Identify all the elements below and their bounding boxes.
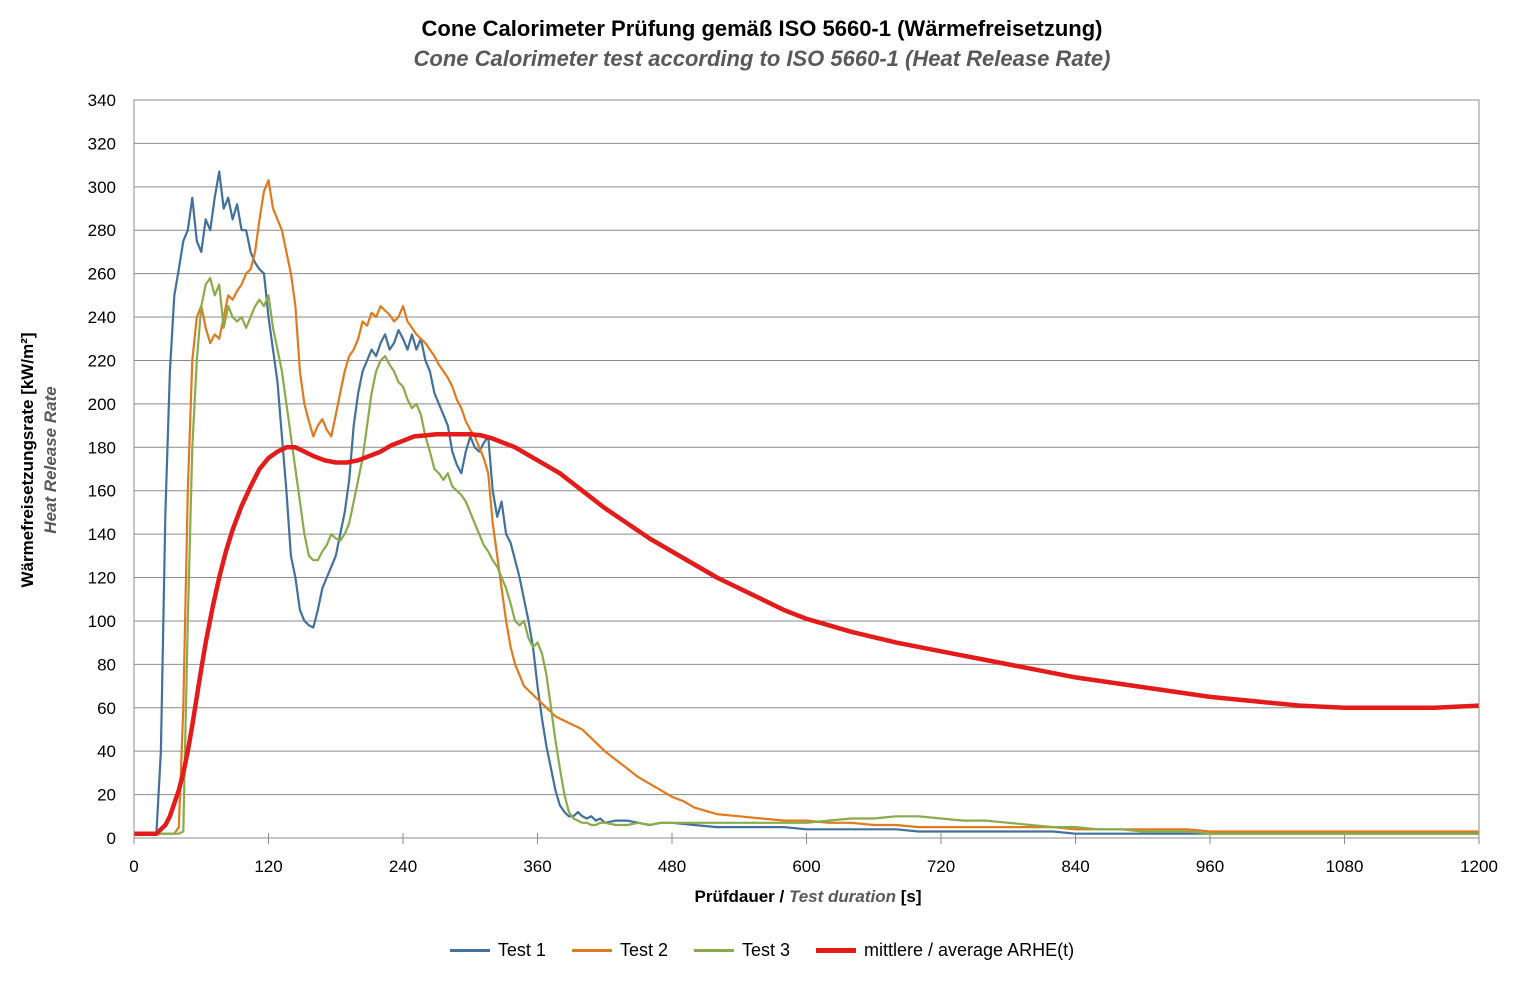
y-tick-label: 220 bbox=[88, 351, 116, 370]
y-tick-label: 120 bbox=[88, 569, 116, 588]
x-tick-label: 840 bbox=[1061, 857, 1089, 876]
y-tick-label: 260 bbox=[88, 265, 116, 284]
series-line-test-1 bbox=[134, 170, 1479, 835]
y-tick-label: 340 bbox=[88, 91, 116, 110]
series-line-test-2 bbox=[134, 179, 1479, 835]
x-tick-label: 120 bbox=[254, 857, 282, 876]
series-line-average bbox=[134, 432, 1480, 836]
y-tick-label: 0 bbox=[107, 829, 116, 848]
y-tick-label: 320 bbox=[88, 134, 116, 153]
legend-item-test-1: Test 1 bbox=[449, 940, 546, 961]
y-tick-label: 180 bbox=[88, 438, 116, 457]
y-tick-label: 280 bbox=[88, 221, 116, 240]
y-tick-label: 60 bbox=[97, 699, 116, 718]
y-tick-label: 160 bbox=[88, 482, 116, 501]
y-axis-label-italic: Heat Release Rate bbox=[41, 386, 60, 533]
y-tick-label: 140 bbox=[88, 525, 116, 544]
y-tick-label: 100 bbox=[88, 612, 116, 631]
legend-item-test-3: Test 3 bbox=[693, 940, 790, 961]
y-tick-label: 80 bbox=[97, 655, 116, 674]
x-axis-label: Prüfdauer / Test duration [s] bbox=[694, 887, 921, 906]
x-tick-label: 240 bbox=[389, 857, 417, 876]
legend-label: Test 1 bbox=[497, 940, 546, 960]
y-axis-ticks: 0 20 40 60 80 100 120 140 160 180 200 220 240 260 280 3… bbox=[88, 91, 116, 848]
legend-swatch bbox=[571, 949, 612, 952]
y-tick-label: 40 bbox=[97, 742, 116, 761]
y-tick-label: 20 bbox=[97, 786, 116, 805]
chart-subtitle: Cone Calorimeter test according to ISO 5… bbox=[413, 46, 1111, 71]
legend-label: Test 2 bbox=[619, 940, 668, 960]
grid-lines bbox=[134, 99, 1479, 839]
x-tick-label: 1200 bbox=[1460, 857, 1498, 876]
y-axis-label: Wärmefreisetzungsrate [kW/m²] bbox=[18, 332, 37, 587]
plot-frame bbox=[133, 99, 1480, 839]
y-tick-label: 200 bbox=[88, 395, 116, 414]
legend-label: mittlere / average ARHE(t) bbox=[864, 940, 1075, 960]
legend-swatch bbox=[693, 949, 734, 952]
x-tick-label: 0 bbox=[129, 857, 138, 876]
legend-item-average: mittlere / average ARHE(t) bbox=[816, 940, 1074, 961]
data-series bbox=[134, 170, 1480, 836]
x-tick-label: 1080 bbox=[1326, 857, 1364, 876]
legend: Test 1 Test 2 Test 3 mittlere / average … bbox=[0, 940, 1524, 961]
y-tick-label: 240 bbox=[88, 308, 116, 327]
x-tick-label: 360 bbox=[523, 857, 551, 876]
legend-swatch bbox=[816, 948, 856, 953]
x-tick-label: 600 bbox=[792, 857, 820, 876]
x-tick-label: 480 bbox=[658, 857, 686, 876]
x-tick-label: 960 bbox=[1196, 857, 1224, 876]
chart-title: Cone Calorimeter Prüfung gemäß ISO 5660-… bbox=[421, 16, 1103, 41]
x-axis-ticks: 0 120 240 360 480 600 720 840 960 1080 1200 bbox=[129, 833, 1498, 876]
legend-swatch bbox=[449, 949, 490, 952]
x-tick-label: 720 bbox=[927, 857, 955, 876]
y-tick-label: 300 bbox=[88, 178, 116, 197]
series-line-test-3 bbox=[134, 276, 1479, 835]
legend-item-test-2: Test 2 bbox=[571, 940, 668, 961]
legend-label: Test 3 bbox=[741, 940, 790, 960]
